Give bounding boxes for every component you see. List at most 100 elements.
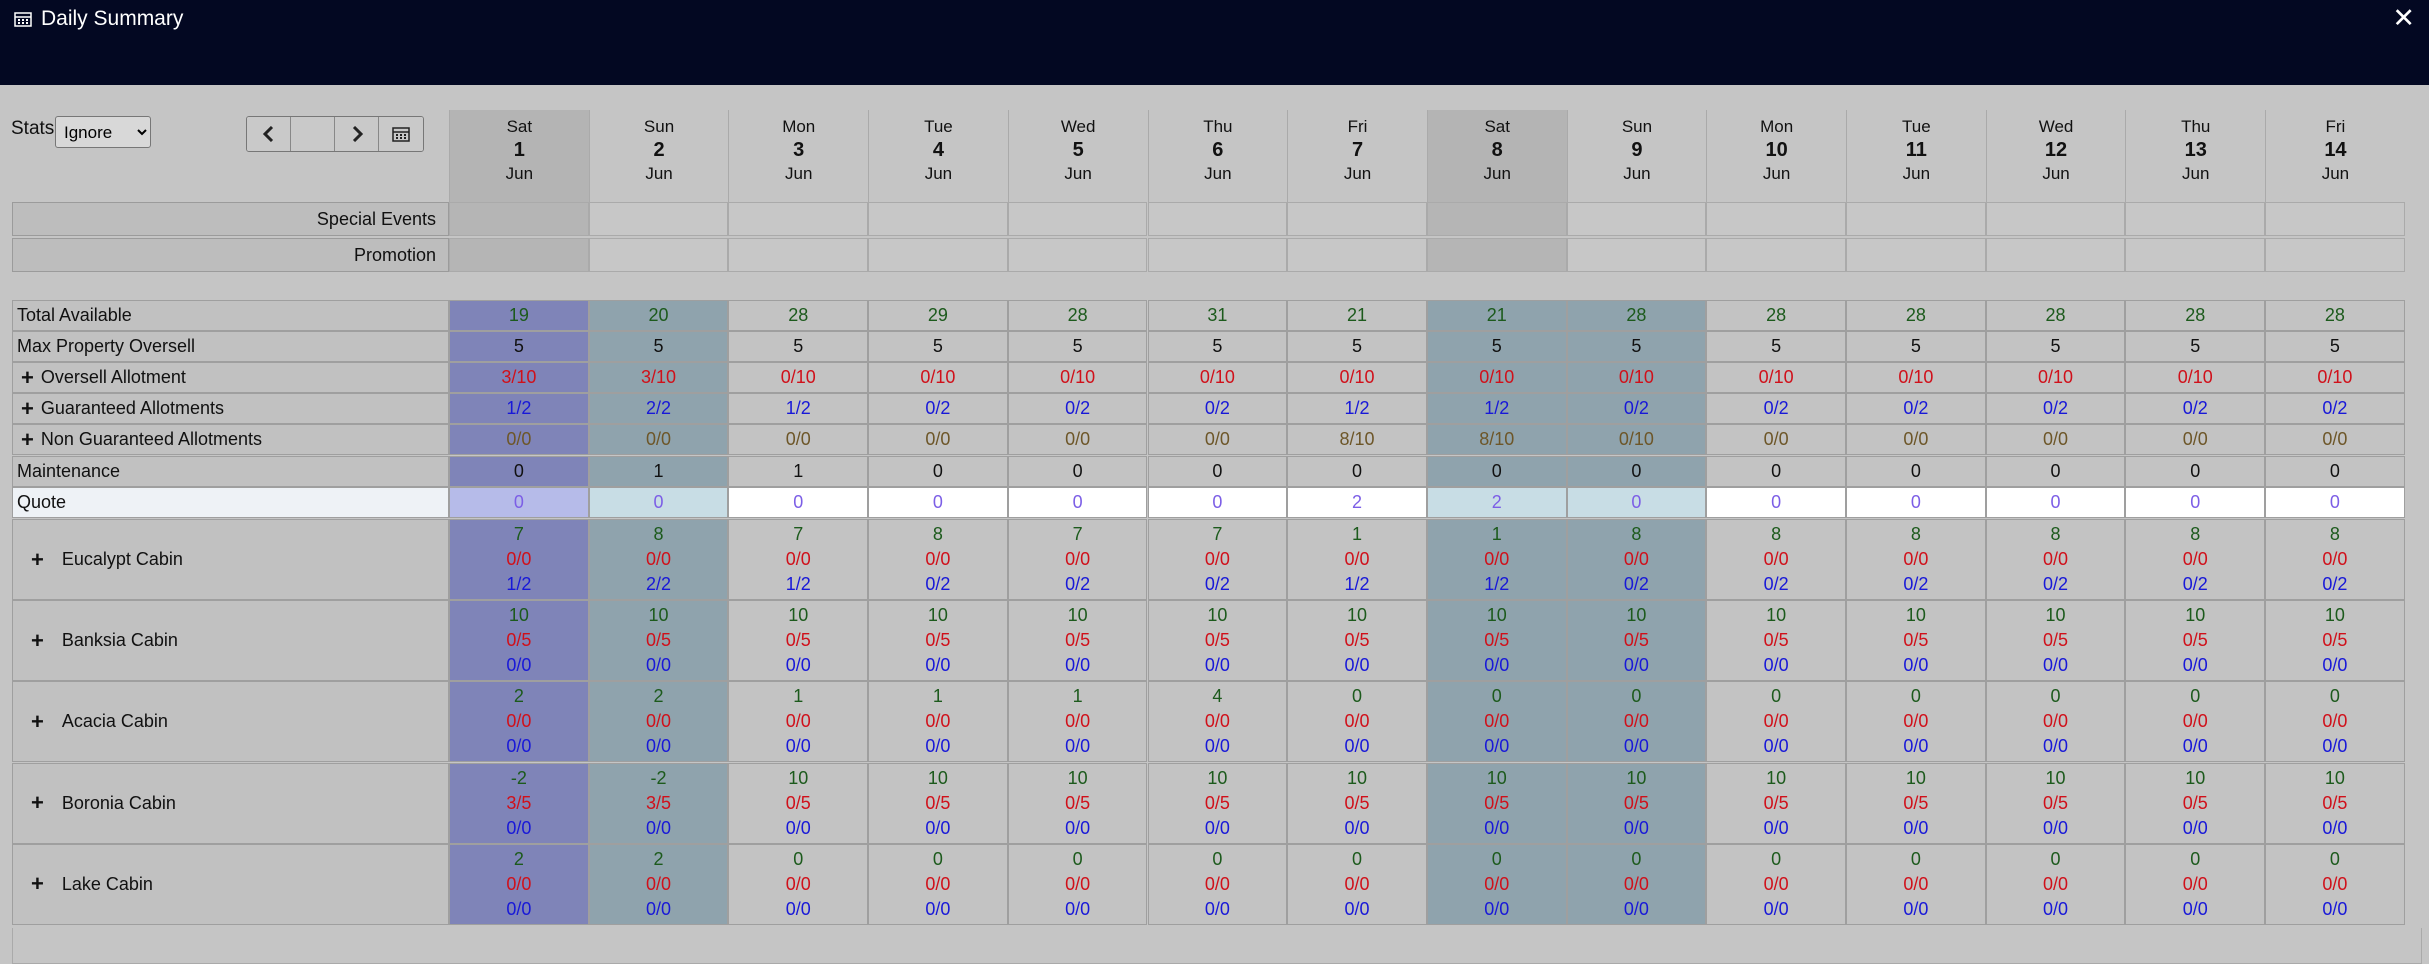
summary-cell[interactable]: 28: [2265, 300, 2405, 331]
cabin-cell[interactable]: 0 0/0 0/0: [868, 843, 1008, 925]
summary-cell[interactable]: 28: [1985, 300, 2126, 331]
summary-cell[interactable]: 0/10: [2265, 362, 2405, 393]
cabin-cell[interactable]: 10 0/5 0/0: [1426, 600, 1567, 682]
cabin-cell[interactable]: 8 0/0 0/2: [2125, 519, 2266, 600]
event-cell[interactable]: [1566, 238, 1707, 272]
event-cell[interactable]: [1985, 238, 2126, 272]
cabin-cell[interactable]: 0 0/0 0/0: [1287, 843, 1427, 925]
day-header[interactable]: Tue 11 Jun: [1846, 110, 1986, 202]
summary-cell[interactable]: 5: [1007, 331, 1148, 362]
cabin-cell[interactable]: 0 0/0 0/0: [1566, 681, 1707, 763]
cabin-cell[interactable]: 4 0/0 0/0: [1147, 681, 1288, 763]
next-button[interactable]: [335, 117, 379, 151]
cabin-cell[interactable]: -2 3/5 0/0: [449, 762, 589, 844]
summary-cell[interactable]: 0: [868, 487, 1008, 518]
summary-cell[interactable]: 0/10: [1566, 424, 1707, 455]
cabin-cell[interactable]: 10 0/5 0/0: [588, 600, 729, 682]
plus-icon[interactable]: +: [31, 871, 44, 897]
event-cell[interactable]: [1426, 202, 1567, 236]
summary-cell[interactable]: 0/2: [1985, 393, 2126, 424]
summary-cell[interactable]: 0: [868, 456, 1008, 487]
cabin-cell[interactable]: 7 0/0 1/2: [449, 519, 589, 600]
day-header[interactable]: Wed 12 Jun: [1985, 110, 2126, 202]
summary-cell[interactable]: 5: [1287, 331, 1427, 362]
cabin-cell[interactable]: 10 0/5 0/0: [728, 600, 869, 682]
cabin-cell[interactable]: 10 0/5 0/0: [1007, 762, 1148, 844]
cabin-cell[interactable]: 10 0/5 0/0: [1566, 762, 1707, 844]
day-header[interactable]: Fri 14 Jun: [2265, 110, 2405, 202]
cabin-cell[interactable]: 1 0/0 0/0: [728, 681, 869, 763]
summary-cell[interactable]: 0/0: [449, 424, 589, 455]
summary-cell[interactable]: 31: [1147, 300, 1288, 331]
event-cell[interactable]: [2125, 202, 2266, 236]
summary-cell[interactable]: 0: [449, 456, 589, 487]
summary-cell[interactable]: 0: [1985, 456, 2126, 487]
summary-cell[interactable]: 0/10: [1426, 362, 1567, 393]
day-header[interactable]: Fri 7 Jun: [1287, 110, 1427, 202]
cabin-cell[interactable]: 10 0/5 0/0: [2125, 600, 2266, 682]
summary-cell[interactable]: 0/10: [1147, 362, 1288, 393]
day-header[interactable]: Thu 6 Jun: [1147, 110, 1288, 202]
summary-cell[interactable]: 2: [1426, 487, 1567, 518]
cabin-cell[interactable]: 10 0/5 0/0: [1007, 600, 1148, 682]
summary-cell[interactable]: 28: [1846, 300, 1986, 331]
day-header[interactable]: Sat 1 Jun: [449, 110, 589, 202]
summary-cell[interactable]: 5: [728, 331, 869, 362]
cabin-cell[interactable]: 0 0/0 0/0: [2125, 843, 2266, 925]
summary-cell[interactable]: 0/10: [1985, 362, 2126, 393]
calendar-button[interactable]: [379, 117, 423, 151]
summary-cell[interactable]: 0: [1007, 487, 1148, 518]
summary-cell[interactable]: 0/2: [1566, 393, 1707, 424]
cabin-cell[interactable]: 10 0/5 0/0: [2125, 762, 2266, 844]
summary-cell[interactable]: 0/10: [728, 362, 869, 393]
day-header[interactable]: Sun 9 Jun: [1566, 110, 1707, 202]
event-cell[interactable]: [1147, 202, 1288, 236]
summary-cell[interactable]: 28: [1007, 300, 1148, 331]
cabin-label[interactable]: + Acacia Cabin: [12, 681, 449, 763]
summary-cell[interactable]: 0/0: [1147, 424, 1288, 455]
cabin-cell[interactable]: 10 0/5 0/0: [1846, 600, 1986, 682]
cabin-cell[interactable]: 10 0/5 0/0: [868, 762, 1008, 844]
cabin-cell[interactable]: 8 0/0 0/2: [2265, 519, 2405, 600]
summary-cell[interactable]: 0/10: [1706, 362, 1846, 393]
cabin-cell[interactable]: 10 0/5 0/0: [1566, 600, 1707, 682]
day-header[interactable]: Wed 5 Jun: [1007, 110, 1148, 202]
summary-cell[interactable]: 0: [1846, 456, 1986, 487]
summary-cell[interactable]: 19: [449, 300, 589, 331]
event-cell[interactable]: [1287, 238, 1427, 272]
event-cell[interactable]: [1007, 202, 1148, 236]
summary-cell[interactable]: 0: [1846, 487, 1986, 518]
summary-cell[interactable]: 29: [868, 300, 1008, 331]
cabin-cell[interactable]: 10 0/5 0/0: [1985, 762, 2126, 844]
day-header[interactable]: Tue 4 Jun: [868, 110, 1008, 202]
summary-cell[interactable]: 0/10: [868, 362, 1008, 393]
summary-cell[interactable]: 5: [1147, 331, 1288, 362]
summary-cell[interactable]: 0: [1706, 456, 1846, 487]
cabin-cell[interactable]: 2 0/0 0/0: [588, 843, 729, 925]
event-cell[interactable]: [1846, 202, 1986, 236]
summary-cell[interactable]: 5: [588, 331, 729, 362]
summary-cell[interactable]: 28: [1706, 300, 1846, 331]
cabin-cell[interactable]: 10 0/5 0/0: [1426, 762, 1567, 844]
cabin-cell[interactable]: 0 0/0 0/0: [2265, 681, 2405, 763]
summary-cell[interactable]: 5: [2265, 331, 2405, 362]
summary-cell[interactable]: 28: [728, 300, 869, 331]
day-header[interactable]: Thu 13 Jun: [2125, 110, 2265, 202]
summary-cell[interactable]: 0: [2125, 487, 2266, 518]
summary-cell[interactable]: 21: [1287, 300, 1427, 331]
event-cell[interactable]: [1007, 238, 1148, 272]
cabin-cell[interactable]: 10 0/5 0/0: [2265, 762, 2405, 844]
cabin-cell[interactable]: 0 0/0 0/0: [1007, 843, 1148, 925]
cabin-cell[interactable]: 2 0/0 0/0: [449, 681, 589, 763]
cabin-cell[interactable]: 0 0/0 0/0: [1706, 843, 1846, 925]
event-cell[interactable]: [868, 202, 1008, 236]
summary-cell[interactable]: 0/2: [1706, 393, 1846, 424]
summary-cell[interactable]: 1: [588, 456, 729, 487]
event-cell[interactable]: [1706, 202, 1846, 236]
summary-cell[interactable]: 0: [1147, 487, 1288, 518]
summary-cell[interactable]: 5: [1426, 331, 1567, 362]
summary-cell[interactable]: 0/2: [2265, 393, 2405, 424]
cabin-cell[interactable]: 10 0/5 0/0: [1287, 762, 1427, 844]
summary-cell[interactable]: 5: [1985, 331, 2126, 362]
stats-select[interactable]: Ignore: [55, 116, 151, 148]
